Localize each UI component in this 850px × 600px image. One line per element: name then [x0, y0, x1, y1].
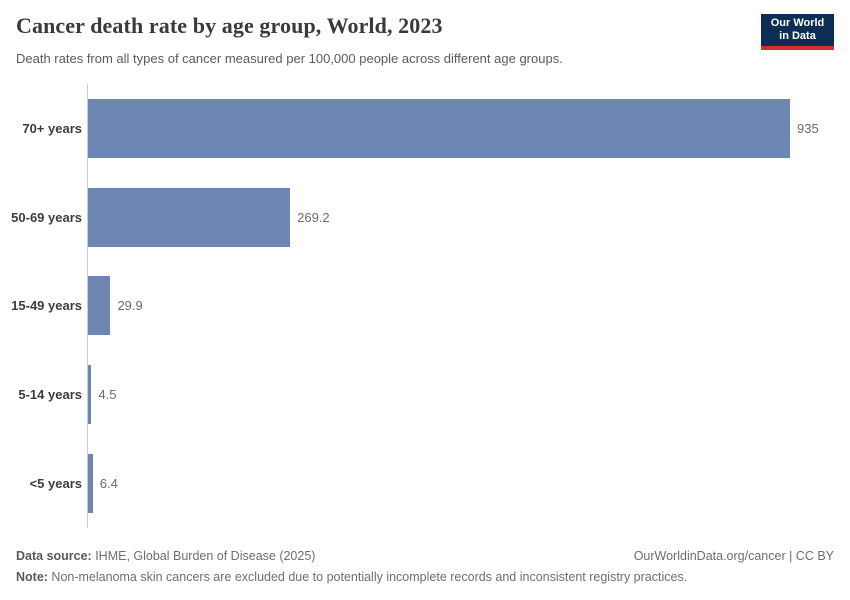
owid-logo-line2: in Data	[779, 30, 816, 42]
note-label: Note:	[16, 569, 48, 584]
data-source-text: IHME, Global Burden of Disease (2025)	[91, 549, 316, 563]
data-source: Data source: IHME, Global Burden of Dise…	[16, 546, 315, 567]
category-label: 50-69 years	[11, 209, 82, 225]
category-label: 5-14 years	[18, 387, 82, 403]
data-source-label: Data source:	[16, 549, 92, 563]
bar-row: 50-69 years 269.2	[0, 173, 850, 262]
bar-track: 269.2	[88, 187, 850, 247]
footer-source-line: Data source: IHME, Global Burden of Dise…	[16, 546, 834, 567]
bar-row: 5-14 years 4.5	[0, 350, 850, 439]
category-label: 70+ years	[22, 120, 82, 136]
category-label: 15-49 years	[11, 298, 82, 314]
owid-license-link[interactable]: OurWorldinData.org/cancer | CC BY	[633, 549, 834, 563]
bar-track: 6.4	[88, 454, 850, 514]
chart-footer: Data source: IHME, Global Burden of Dise…	[16, 546, 834, 587]
bar[interactable]	[88, 276, 111, 336]
bar-row: <5 years 6.4	[0, 439, 850, 528]
bar[interactable]	[88, 365, 92, 425]
bar-row: 15-49 years 29.9	[0, 262, 850, 351]
bar-chart: 70+ years 935 50-69 years 269.2 15-49 years 2…	[0, 84, 850, 528]
value-label: 6.4	[99, 476, 118, 492]
owid-logo[interactable]: Our World in Data	[761, 14, 834, 50]
chart-title: Cancer death rate by age group, World, 2…	[16, 13, 443, 38]
bar-track: 935	[88, 98, 850, 158]
value-label: 29.9	[117, 298, 143, 314]
owid-logo-line1: Our World	[770, 17, 825, 30]
chart-header: Cancer death rate by age group, World, 2…	[16, 13, 834, 66]
note-text: Non-melanoma skin cancers are excluded d…	[47, 569, 688, 584]
value-label: 269.2	[297, 209, 330, 225]
bar[interactable]	[88, 98, 790, 158]
chart-subtitle: Death rates from all types of cancer mea…	[16, 51, 563, 67]
bar-rows-container: 70+ years 935 50-69 years 269.2 15-49 years 2…	[0, 84, 850, 528]
bar-track: 4.5	[88, 365, 850, 425]
y-axis-line	[87, 84, 88, 528]
value-label: 4.5	[98, 387, 117, 403]
bar-track: 29.9	[88, 276, 850, 336]
value-label: 935	[797, 120, 819, 136]
bar-row: 70+ years 935	[0, 84, 850, 173]
bar[interactable]	[88, 187, 291, 247]
category-label: <5 years	[29, 476, 82, 492]
footer-note-line: Note: Non-melanoma skin cancers are excl…	[16, 567, 834, 588]
bar[interactable]	[88, 454, 93, 514]
